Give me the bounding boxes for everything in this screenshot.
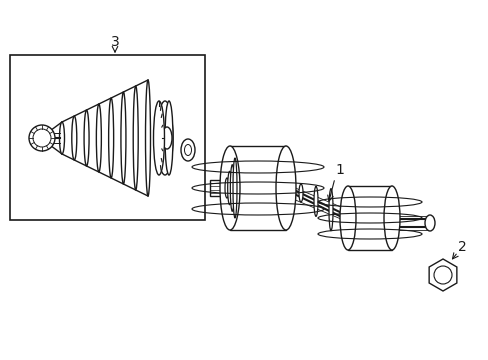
Ellipse shape [96, 104, 101, 172]
Ellipse shape [84, 110, 89, 166]
Ellipse shape [153, 101, 164, 175]
Bar [162, 101, 174, 175]
Ellipse shape [181, 139, 195, 161]
Ellipse shape [133, 86, 138, 190]
Ellipse shape [29, 125, 55, 151]
Ellipse shape [162, 127, 172, 149]
Ellipse shape [383, 186, 399, 250]
Bar [209, 180, 231, 196]
Ellipse shape [424, 215, 434, 231]
Ellipse shape [145, 80, 150, 196]
Text: 2: 2 [457, 240, 466, 254]
Text: 3: 3 [110, 35, 119, 49]
Ellipse shape [164, 101, 173, 175]
Ellipse shape [220, 146, 240, 230]
Polygon shape [428, 259, 456, 291]
Ellipse shape [33, 129, 51, 147]
Ellipse shape [72, 116, 77, 160]
Ellipse shape [60, 122, 64, 154]
Ellipse shape [224, 178, 228, 198]
Bar [347, 186, 391, 250]
Ellipse shape [275, 146, 295, 230]
Ellipse shape [184, 144, 191, 156]
Ellipse shape [227, 171, 231, 205]
Ellipse shape [328, 189, 332, 231]
Ellipse shape [339, 186, 355, 250]
Ellipse shape [157, 101, 173, 175]
Ellipse shape [230, 165, 234, 211]
Bar [229, 146, 285, 230]
Bar [10, 55, 204, 220]
Ellipse shape [298, 184, 303, 202]
Ellipse shape [232, 158, 237, 218]
Ellipse shape [121, 92, 126, 184]
Text: 1: 1 [335, 163, 344, 177]
Ellipse shape [313, 186, 317, 216]
Ellipse shape [108, 98, 113, 178]
Ellipse shape [343, 191, 347, 245]
